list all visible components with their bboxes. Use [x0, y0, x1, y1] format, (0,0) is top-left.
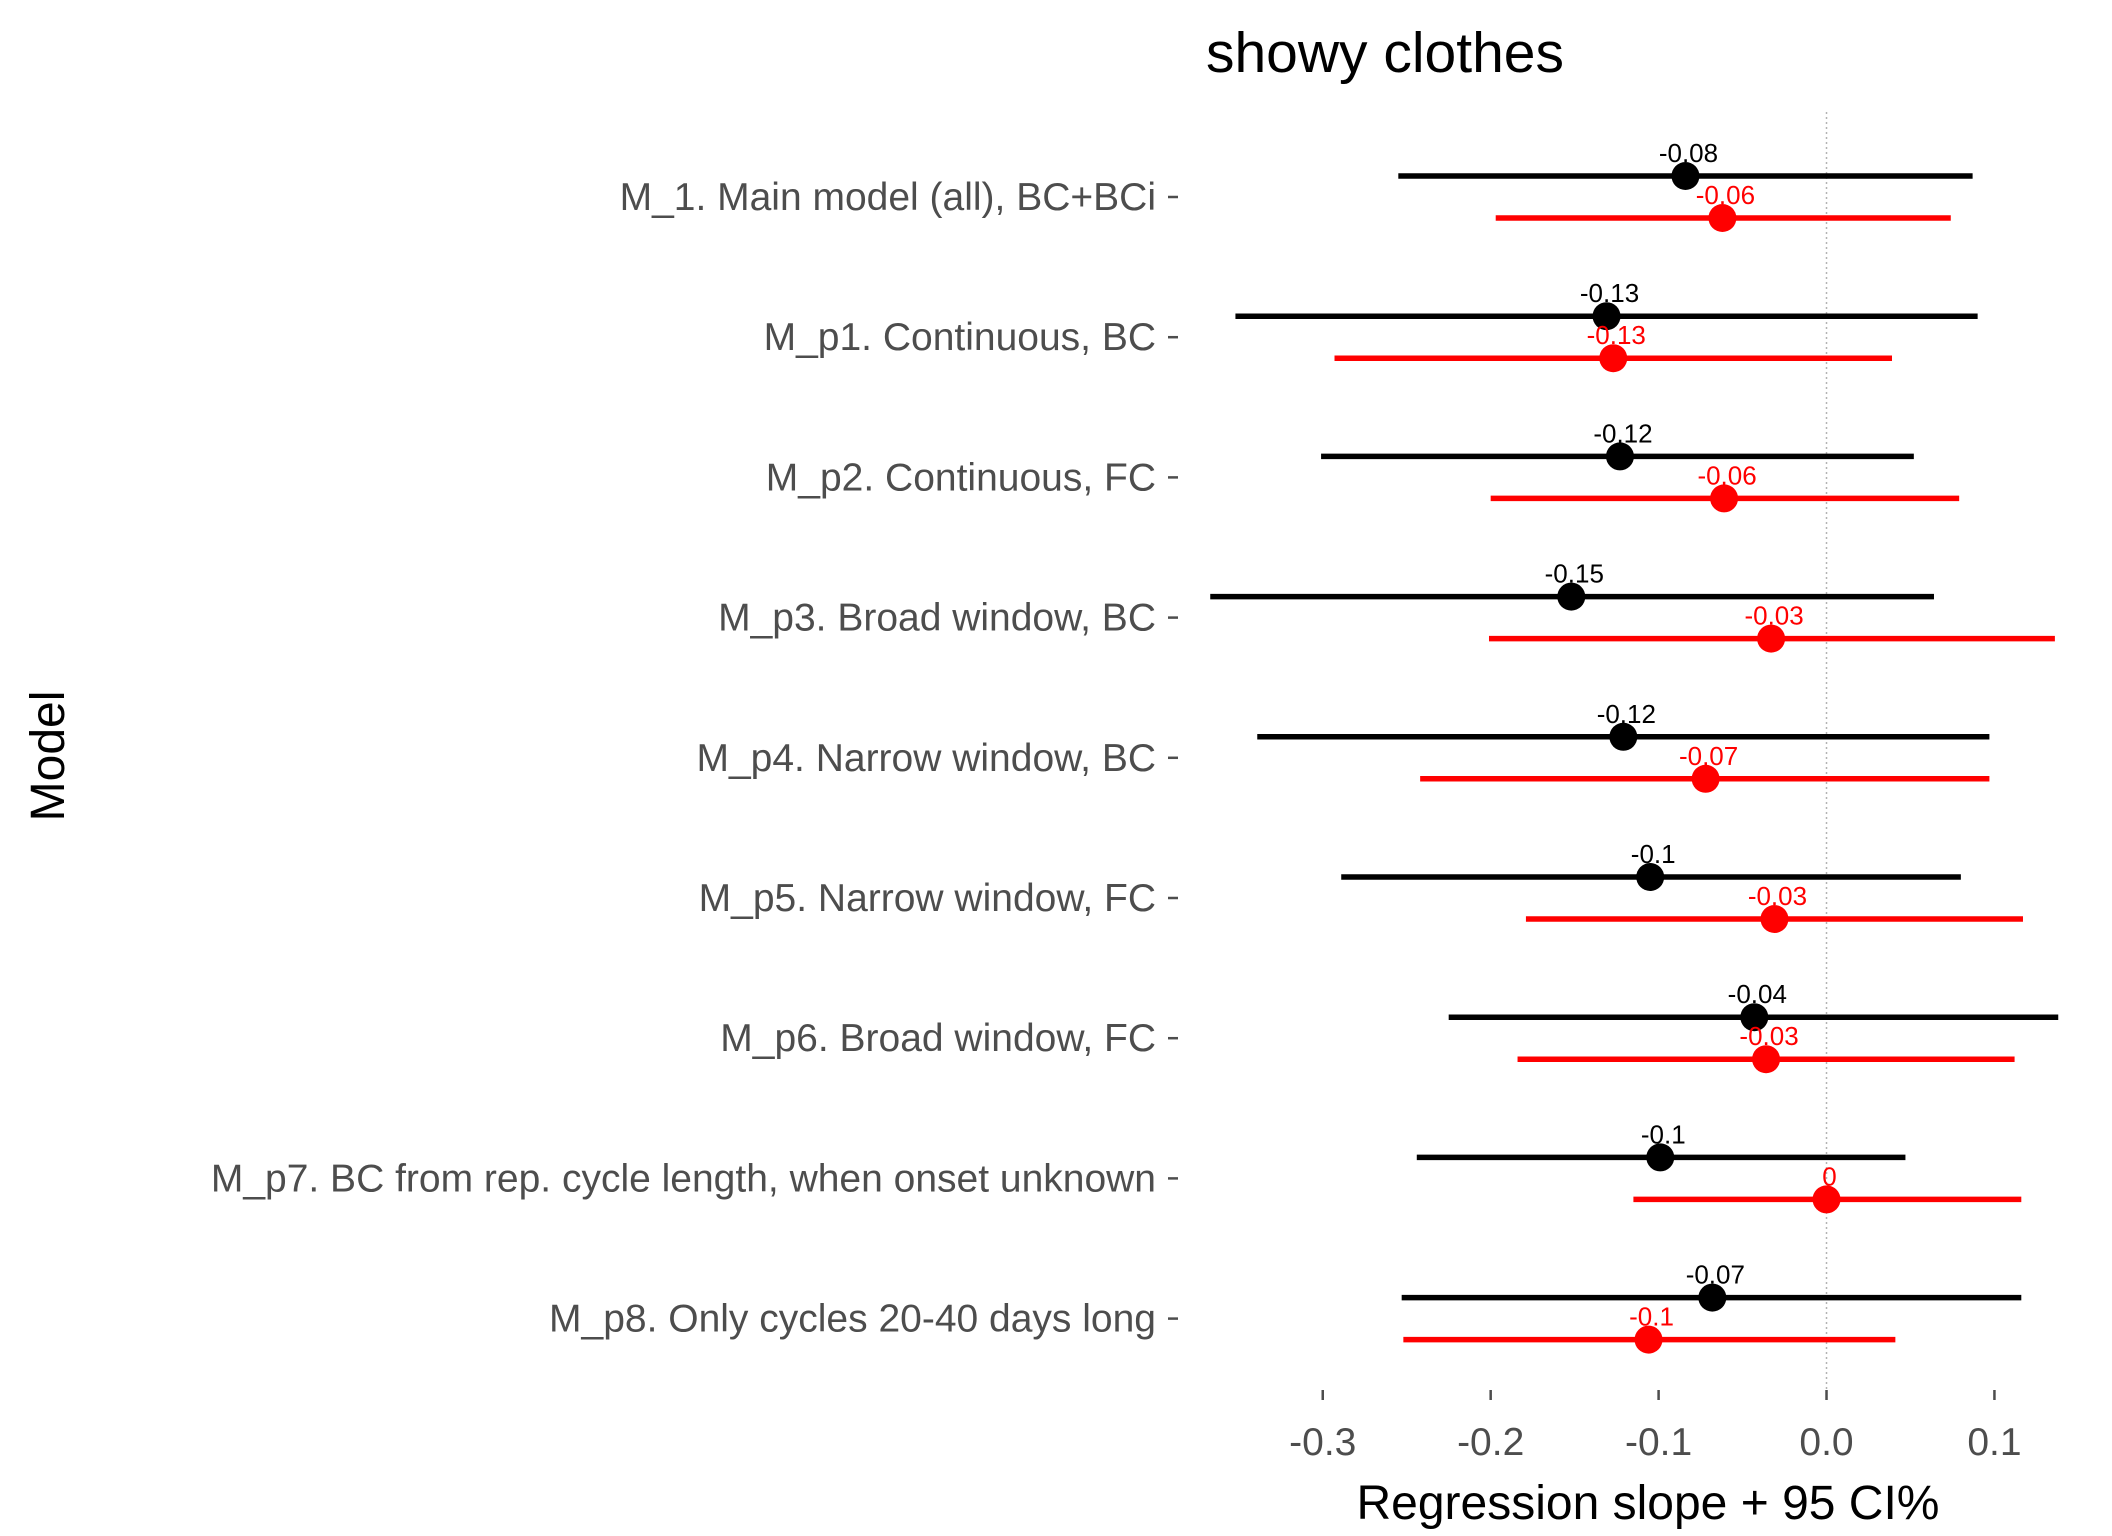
data-label: -0.13 [1580, 278, 1639, 308]
point-estimate [1752, 1045, 1781, 1074]
point-estimate [1605, 442, 1634, 471]
chart-title: showy clothes [1206, 21, 1564, 85]
point-estimate [1636, 863, 1665, 891]
point-estimate [1740, 1003, 1769, 1032]
x-tick-label: -0.2 [1457, 1421, 1524, 1464]
point-estimate [1671, 162, 1700, 190]
point-estimate [1760, 905, 1789, 933]
data-label: -0.06 [1697, 460, 1756, 490]
y-tick-label: M_1. Main model (all), BC+BCi [620, 176, 1156, 219]
data-label: -0.07 [1686, 1260, 1745, 1290]
y-tick-label: M_p7. BC from rep. cycle length, when on… [211, 1157, 1156, 1200]
point-estimate [1609, 722, 1638, 751]
point-estimate [1708, 204, 1737, 232]
x-axis-title: Regression slope + 95 CI% [1357, 1477, 1940, 1530]
data-label: -0.15 [1545, 559, 1604, 589]
data-label: -0.1 [1629, 1302, 1674, 1332]
point-estimate [1557, 582, 1586, 611]
x-tick-label: 0.0 [1799, 1421, 1853, 1464]
point-estimate [1710, 484, 1739, 513]
data-label: -0.06 [1696, 180, 1755, 210]
point-estimate [1599, 344, 1628, 373]
y-tick-label: M_p1. Continuous, BC [764, 316, 1156, 359]
y-tick-label: M_p5. Narrow window, FC [699, 877, 1156, 920]
y-axis-title: Model [22, 691, 75, 822]
y-tick-label: M_p6. Broad window, FC [720, 1017, 1156, 1060]
y-tick-label: M_p4. Narrow window, BC [696, 737, 1156, 780]
data-label: -0.1 [1641, 1119, 1686, 1149]
data-label: -0.04 [1728, 979, 1787, 1009]
data-label: -0.1 [1631, 839, 1676, 869]
data-label: -0.03 [1748, 881, 1807, 911]
series-2: -0.06 -0.13 -0.06 -0.03 -0.07 -0.03 -0.03 0 -0.1 [1334, 180, 2055, 1354]
data-label: 0 [1822, 1161, 1836, 1191]
data-label: -0.12 [1597, 699, 1656, 729]
data-label: -0.13 [1587, 320, 1646, 350]
point-estimate [1691, 764, 1720, 793]
data-label: -0.03 [1744, 601, 1803, 631]
category-axis: M_1. Main model (all), BC+BCi M_p1. Conti… [211, 176, 1178, 1341]
y-tick-label: M_p8. Only cycles 20-40 days long [549, 1298, 1156, 1341]
x-tick-label: -0.1 [1625, 1421, 1692, 1464]
data-label: -0.03 [1739, 1021, 1798, 1051]
data-label: -0.12 [1593, 418, 1652, 448]
data-label: -0.08 [1659, 138, 1718, 168]
y-tick-label: M_p2. Continuous, FC [766, 456, 1156, 499]
point-estimate [1698, 1283, 1727, 1312]
point-estimate [1646, 1143, 1675, 1172]
data-label: -0.07 [1679, 741, 1738, 771]
x-tick-label: 0.1 [1967, 1421, 2021, 1464]
point-estimate [1592, 302, 1621, 331]
point-estimate [1634, 1325, 1663, 1354]
x-axis: -0.3 -0.2 -0.1 0.0 0.1 [1289, 1390, 2022, 1464]
series-1: -0.08 -0.13 -0.12 -0.15 -0.12 -0.1 -0.04 -0.1 -0… [1210, 138, 2059, 1312]
x-tick-label: -0.3 [1289, 1421, 1356, 1464]
y-tick-label: M_p3. Broad window, BC [718, 597, 1156, 640]
point-estimate [1757, 624, 1786, 653]
point-estimate [1812, 1185, 1841, 1214]
series-layer: -0.08-0.13-0.12-0.15-0.12-0.1-0.04-0.1-0… [1210, 138, 2059, 1354]
